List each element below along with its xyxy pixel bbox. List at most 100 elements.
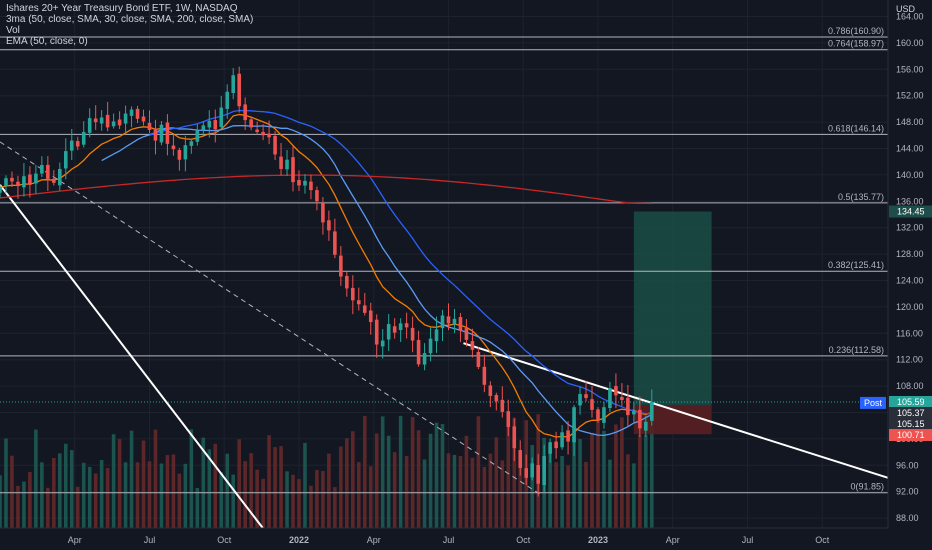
time-tick-label: Apr xyxy=(367,535,381,545)
trendlines xyxy=(0,141,889,549)
volume-bar xyxy=(165,455,170,528)
candle-body xyxy=(81,132,86,145)
candle-body xyxy=(75,141,80,147)
volume-bar xyxy=(590,432,594,528)
volume-bar xyxy=(0,475,2,528)
candle-body xyxy=(584,394,588,398)
candle-body xyxy=(189,141,194,146)
candle-body xyxy=(596,409,600,421)
time-tick-label: Jul xyxy=(742,535,754,545)
time-axis-bg xyxy=(0,528,932,550)
candle-body xyxy=(351,287,355,301)
fib-level-label: 0.786(160.90) xyxy=(828,26,884,36)
trendline-resistance xyxy=(463,342,889,479)
price-tick-label: 124.00 xyxy=(896,276,924,286)
time-tick-label: Oct xyxy=(516,535,531,545)
volume-bar xyxy=(446,453,451,528)
candle-body xyxy=(410,327,415,341)
volume-bar xyxy=(548,447,552,528)
volume-bar xyxy=(58,453,62,528)
price-tick-label: 128.00 xyxy=(896,249,924,259)
candle-body xyxy=(309,181,313,191)
time-tick-label: Jul xyxy=(144,535,156,545)
candles xyxy=(0,66,654,497)
candle-body xyxy=(201,125,206,131)
volume-bar xyxy=(16,485,20,528)
volume-bar xyxy=(213,443,218,528)
volume-bar xyxy=(560,455,564,528)
volume-indicator-label[interactable]: Vol xyxy=(6,25,20,36)
candle-body xyxy=(213,120,218,130)
volume-bar xyxy=(404,456,409,528)
volume-bar xyxy=(327,453,331,528)
candle-body xyxy=(362,305,367,313)
candle-body xyxy=(225,91,230,109)
volume-bar xyxy=(315,469,319,528)
candle-body xyxy=(614,386,618,396)
price-label-bg xyxy=(889,429,932,442)
ma-indicator-label[interactable]: 3ma (50, close, SMA, 30, close, SMA, 200… xyxy=(6,14,254,25)
candle-body xyxy=(626,397,630,416)
candle-body xyxy=(129,109,134,116)
volume-bar xyxy=(273,447,277,528)
candle-body xyxy=(243,104,247,121)
candle-body xyxy=(368,310,373,323)
price-tick-label: 136.00 xyxy=(896,196,924,206)
candle-body xyxy=(440,315,445,329)
candle-body xyxy=(512,426,517,449)
volume-bar xyxy=(512,417,517,528)
volume-bar xyxy=(428,433,433,528)
fib-level-label: 0.382(125.41) xyxy=(828,260,884,270)
fib-level-label: 0.618(146.14) xyxy=(828,123,884,133)
candle-body xyxy=(141,116,146,122)
candle-body xyxy=(231,75,236,93)
volume-bar xyxy=(596,418,600,528)
volume-bar xyxy=(207,449,212,528)
candle-body xyxy=(69,140,74,151)
candle-body xyxy=(219,107,224,127)
volume-bar xyxy=(22,481,26,528)
price-tick-label: 148.00 xyxy=(896,117,924,127)
candle-body xyxy=(638,409,642,429)
candle-body xyxy=(93,118,98,123)
candle-body xyxy=(548,442,552,454)
fib-level-label: 0(91.85) xyxy=(850,482,884,492)
candle-body xyxy=(46,164,50,179)
fib-level-label: 0.764(158.97) xyxy=(828,39,884,49)
price-tick-label: 116.00 xyxy=(896,328,923,338)
price-label-text: 105.15 xyxy=(897,419,925,429)
volume-bar xyxy=(626,454,630,528)
candle-body xyxy=(476,351,481,367)
volume-bar xyxy=(183,463,188,528)
volume-bar xyxy=(614,424,618,528)
volume-bar xyxy=(368,466,373,528)
price-tick-label: 132.00 xyxy=(896,223,924,233)
volume-bar xyxy=(225,453,230,528)
candle-body xyxy=(392,326,397,333)
price-tick-label: 144.00 xyxy=(896,144,924,154)
candle-body xyxy=(398,323,403,331)
candle-body xyxy=(632,411,636,415)
volume-bar xyxy=(123,462,128,528)
time-tick-label: Oct xyxy=(217,535,232,545)
candle-body xyxy=(147,122,152,131)
ema-50-line xyxy=(0,113,652,438)
candle-body xyxy=(518,450,523,468)
volume-bar xyxy=(105,468,110,528)
volume-bar xyxy=(28,471,32,528)
candle-body xyxy=(554,441,558,449)
volume-bar xyxy=(195,487,200,528)
price-tick-label: 160.00 xyxy=(896,38,924,48)
volume-bar xyxy=(386,435,391,528)
candle-body xyxy=(524,468,529,478)
candle-body xyxy=(464,328,469,340)
volume-bar xyxy=(201,437,206,528)
candle-body xyxy=(195,130,200,142)
price-tick-label: 96.00 xyxy=(896,460,919,470)
candle-body xyxy=(291,157,295,183)
price-tick-label: 92.00 xyxy=(896,487,919,497)
candle-body xyxy=(386,324,391,340)
volume-bar xyxy=(279,446,283,528)
ema-indicator-label[interactable]: EMA (50, close, 0) xyxy=(6,36,88,47)
